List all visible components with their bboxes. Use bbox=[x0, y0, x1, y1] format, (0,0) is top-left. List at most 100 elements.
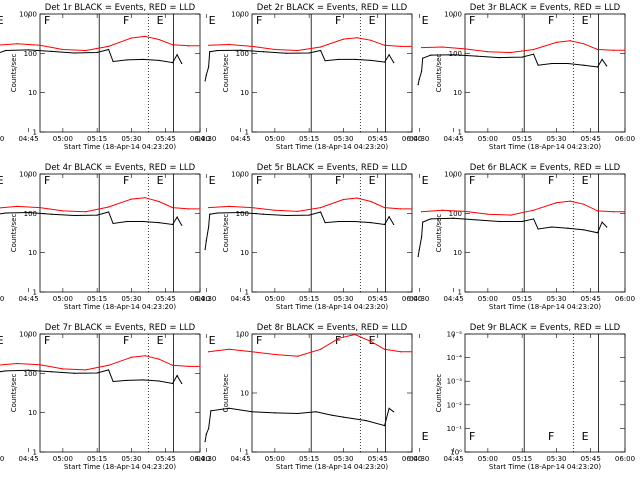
x-tick-label: 05:15 bbox=[299, 295, 319, 303]
lld-series-line-point bbox=[199, 208, 201, 210]
x-tick-label: 05:00 bbox=[53, 455, 73, 463]
lld-series-line-point bbox=[532, 48, 535, 51]
events-series-line-point bbox=[171, 223, 174, 226]
events-series-line-point bbox=[27, 49, 30, 51]
lld-series-line-point bbox=[297, 355, 299, 357]
x-tick-label: 05:15 bbox=[87, 135, 107, 143]
events-series-line-point bbox=[228, 407, 230, 409]
lld-series-line bbox=[421, 200, 625, 216]
events-series-line-point bbox=[217, 49, 219, 52]
lld-series-line-point bbox=[555, 41, 558, 43]
lld-series-line-point bbox=[510, 214, 512, 216]
x-axis-label: Start Time (18-Apr-14 04:23:20) bbox=[64, 303, 176, 311]
events-series-line-point bbox=[112, 380, 114, 383]
flag-label: F bbox=[335, 14, 341, 27]
lld-series-line-point bbox=[420, 46, 423, 49]
x-tick-label: 04:45 bbox=[18, 135, 38, 143]
lld-series-line-point bbox=[338, 337, 340, 339]
y-tick-label: 1 bbox=[33, 129, 37, 137]
x-tick-label: 05:15 bbox=[512, 295, 532, 303]
events-series-line bbox=[204, 49, 395, 81]
flag-label: E bbox=[0, 334, 4, 347]
events-series-line-point bbox=[27, 211, 30, 214]
x-tick-label: 05:30 bbox=[333, 455, 353, 463]
x-tick-label: 05:30 bbox=[546, 295, 566, 303]
x-axis-label: Start Time (18-Apr-14 04:23:20) bbox=[64, 143, 176, 151]
lld-series-line-point bbox=[171, 44, 174, 46]
lld-series-line bbox=[208, 197, 412, 212]
events-series-line-point bbox=[370, 222, 372, 224]
lld-series-line-point bbox=[187, 45, 190, 47]
events-series-line-point bbox=[393, 411, 395, 413]
lld-series-line-point bbox=[487, 213, 489, 215]
lld-series-line-point bbox=[171, 206, 174, 209]
events-series-line-point bbox=[475, 55, 478, 57]
events-series-line-point bbox=[498, 56, 500, 59]
flag-label: E bbox=[369, 14, 376, 27]
events-series-line-point bbox=[126, 379, 128, 382]
events-series-line-point bbox=[107, 48, 110, 51]
x-tick-label: 06:00 bbox=[190, 295, 210, 303]
lld-series-line-point bbox=[199, 365, 201, 368]
panel-9: Det 9r BLACK = Events, RED = LLD 04:30 04:… bbox=[409, 323, 635, 471]
x-tick-label: 04:30 bbox=[196, 455, 216, 463]
lld-series-line-point bbox=[62, 210, 64, 212]
x-tick-label: 05:15 bbox=[299, 455, 319, 463]
x-tick-label: 05:45 bbox=[156, 295, 176, 303]
lld-series-line-point bbox=[370, 200, 372, 203]
y-tick-label: 10 bbox=[28, 409, 37, 417]
x-tick-label: 04:30 bbox=[0, 135, 4, 143]
events-series-line-point bbox=[176, 374, 178, 377]
y-tick-label: 1000 bbox=[19, 331, 37, 339]
lld-series-line-point bbox=[319, 46, 322, 48]
lld-series-line-point bbox=[399, 45, 402, 48]
events-series-line-point bbox=[107, 369, 110, 371]
events-series-line bbox=[204, 211, 395, 250]
plot-frame bbox=[251, 333, 413, 453]
flag-label: F bbox=[548, 430, 554, 443]
x-tick-label: 06:00 bbox=[402, 135, 422, 143]
events-series-line-point bbox=[388, 216, 390, 218]
flag-label: E bbox=[0, 174, 4, 187]
y-tick-label: 1000 bbox=[444, 171, 462, 179]
events-series-line-point bbox=[537, 64, 539, 66]
lld-series-line-point bbox=[171, 364, 174, 366]
y-tick-label: 10 bbox=[28, 89, 37, 97]
lld-series-line-point bbox=[187, 208, 190, 210]
lld-series-line-point bbox=[583, 203, 585, 205]
x-tick-label: 05:15 bbox=[87, 455, 107, 463]
events-series-line-point bbox=[521, 220, 523, 223]
events-series-line-point bbox=[142, 58, 144, 61]
x-tick-label: 05:00 bbox=[478, 455, 498, 463]
events-series-line-point bbox=[583, 64, 585, 66]
lld-series-line-point bbox=[251, 45, 253, 48]
panel-2: Det 2r BLACK = Events, RED = LLD 04:30 04:… bbox=[196, 3, 422, 151]
x-tick-label: 06:00 bbox=[615, 295, 635, 303]
panel-5: Det 5r BLACK = Events, RED = LLD 04:30 04:… bbox=[196, 163, 422, 311]
events-series-line-point bbox=[262, 51, 265, 53]
events-series-line-point bbox=[5, 212, 7, 214]
events-series-line-point bbox=[354, 58, 356, 61]
lld-series-line-point bbox=[39, 364, 41, 366]
flag-label: F bbox=[256, 334, 262, 347]
events-series-line-point bbox=[430, 218, 432, 220]
x-axis-label: Start Time (18-Apr-14 04:23:20) bbox=[64, 463, 176, 471]
events-series-line-point bbox=[537, 228, 539, 230]
lld-series-line-point bbox=[383, 44, 386, 46]
events-series-line-point bbox=[583, 229, 585, 231]
lld-series-line-point bbox=[274, 353, 276, 356]
y-axis-label: Counts/sec bbox=[222, 54, 230, 93]
events-series-line-point bbox=[176, 54, 178, 56]
events-series-line-point bbox=[338, 58, 340, 61]
panel-7: Det 7r BLACK = Events, RED = LLD 04:30 04:… bbox=[0, 323, 210, 471]
x-tick-label: 06:00 bbox=[190, 455, 210, 463]
y-axis-label: Counts/sec bbox=[10, 54, 18, 93]
events-series-line-point bbox=[606, 65, 608, 67]
flag-label: E bbox=[209, 174, 216, 187]
events-series-line-point bbox=[551, 62, 553, 65]
events-series-line-point bbox=[324, 60, 326, 62]
events-series-line-point bbox=[171, 382, 174, 385]
y-tick-label: 10⁰ bbox=[450, 449, 462, 457]
lld-series-line-point bbox=[383, 206, 386, 209]
